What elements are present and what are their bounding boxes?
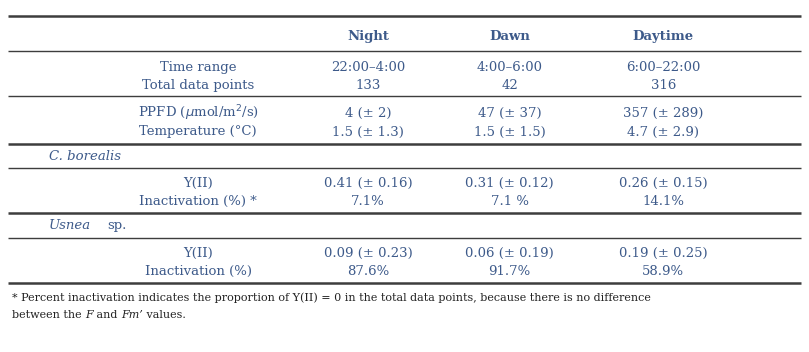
Text: Y(II): Y(II) — [184, 247, 213, 260]
Text: 0.41 (± 0.16): 0.41 (± 0.16) — [324, 177, 413, 190]
Text: 357 (± 289): 357 (± 289) — [623, 107, 704, 120]
Text: 7.1 %: 7.1 % — [491, 195, 528, 208]
Text: 316: 316 — [650, 79, 676, 92]
Text: Daytime: Daytime — [633, 31, 694, 43]
Text: and: and — [93, 310, 121, 320]
Text: Fm’: Fm’ — [121, 310, 142, 320]
Text: Usnea: Usnea — [49, 220, 91, 232]
Text: values.: values. — [142, 310, 185, 320]
Text: 47 (± 37): 47 (± 37) — [478, 107, 541, 120]
Text: 0.26 (± 0.15): 0.26 (± 0.15) — [619, 177, 708, 190]
Text: 14.1%: 14.1% — [642, 195, 684, 208]
Text: 1.5 (± 1.3): 1.5 (± 1.3) — [332, 126, 404, 138]
Text: Total data points: Total data points — [142, 79, 254, 92]
Text: F: F — [85, 310, 93, 320]
Text: 0.06 (± 0.19): 0.06 (± 0.19) — [465, 247, 554, 260]
Text: 22:00–4:00: 22:00–4:00 — [331, 61, 405, 74]
Text: 42: 42 — [502, 79, 518, 92]
Text: 4:00–6:00: 4:00–6:00 — [477, 61, 543, 74]
Text: Dawn: Dawn — [489, 31, 530, 43]
Text: C. borealis: C. borealis — [49, 150, 121, 163]
Text: 1.5 (± 1.5): 1.5 (± 1.5) — [474, 126, 545, 138]
Text: 58.9%: 58.9% — [642, 265, 684, 277]
Text: sp.: sp. — [108, 220, 127, 232]
Text: Night: Night — [347, 31, 389, 43]
Text: 0.09 (± 0.23): 0.09 (± 0.23) — [324, 247, 413, 260]
Text: 0.19 (± 0.25): 0.19 (± 0.25) — [619, 247, 708, 260]
Text: between the: between the — [12, 310, 85, 320]
Text: Time range: Time range — [160, 61, 236, 74]
Text: Temperature (°C): Temperature (°C) — [139, 126, 257, 138]
Text: 7.1%: 7.1% — [351, 195, 385, 208]
Text: 0.31 (± 0.12): 0.31 (± 0.12) — [465, 177, 554, 190]
Text: 133: 133 — [355, 79, 381, 92]
Text: Y(II): Y(II) — [184, 177, 213, 190]
Text: 4 (± 2): 4 (± 2) — [345, 107, 392, 120]
Text: 4.7 (± 2.9): 4.7 (± 2.9) — [628, 126, 699, 138]
Text: * Percent inactivation indicates the proportion of Y(II) = 0 in the total data p: * Percent inactivation indicates the pro… — [12, 292, 651, 303]
Text: Inactivation (%) *: Inactivation (%) * — [139, 195, 257, 208]
Text: 91.7%: 91.7% — [489, 265, 531, 277]
Text: Inactivation (%): Inactivation (%) — [145, 265, 252, 277]
Text: PPFD ($\mu$mol/m$^2$/s): PPFD ($\mu$mol/m$^2$/s) — [138, 103, 259, 123]
Text: 6:00–22:00: 6:00–22:00 — [626, 61, 701, 74]
Text: 87.6%: 87.6% — [347, 265, 389, 277]
